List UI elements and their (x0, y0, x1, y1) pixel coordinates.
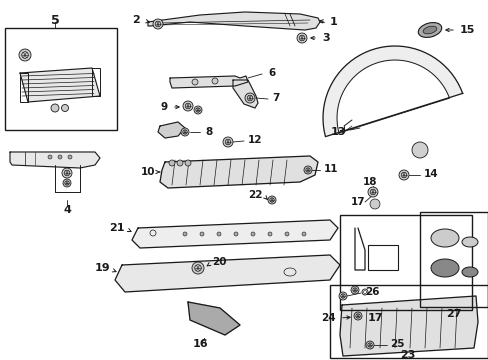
Circle shape (192, 262, 203, 274)
Ellipse shape (461, 267, 477, 277)
Bar (329, 285, 487, 358)
Polygon shape (10, 152, 100, 168)
Polygon shape (339, 296, 477, 356)
Circle shape (192, 79, 198, 85)
Circle shape (177, 160, 183, 166)
Circle shape (398, 170, 408, 180)
Text: 9: 9 (161, 102, 168, 112)
Circle shape (194, 106, 202, 114)
Circle shape (250, 232, 254, 236)
Bar (419, 212, 487, 307)
Circle shape (183, 101, 193, 111)
Text: 5: 5 (51, 13, 59, 27)
Circle shape (217, 232, 221, 236)
Bar (92, 68, 100, 96)
Ellipse shape (430, 229, 458, 247)
Text: 8: 8 (204, 127, 212, 137)
Circle shape (63, 179, 71, 187)
Text: 26: 26 (364, 287, 379, 297)
Circle shape (353, 312, 361, 320)
Circle shape (200, 232, 203, 236)
Text: 19: 19 (94, 263, 110, 273)
Circle shape (369, 199, 379, 209)
Circle shape (363, 291, 366, 293)
Circle shape (365, 341, 373, 349)
Bar (20, 73, 28, 102)
Text: 16: 16 (192, 339, 207, 349)
Circle shape (267, 196, 275, 204)
Circle shape (223, 137, 232, 147)
Text: 21: 21 (109, 223, 125, 233)
Circle shape (361, 289, 367, 295)
Circle shape (183, 232, 186, 236)
Circle shape (62, 168, 72, 178)
Text: 2: 2 (132, 15, 140, 25)
Polygon shape (170, 76, 247, 88)
Circle shape (304, 166, 311, 174)
Ellipse shape (461, 237, 477, 247)
Circle shape (48, 155, 52, 159)
Text: 11: 11 (324, 164, 338, 174)
Text: 18: 18 (362, 177, 376, 187)
Text: 6: 6 (267, 68, 275, 78)
Circle shape (267, 232, 271, 236)
Circle shape (244, 93, 254, 103)
Polygon shape (115, 255, 339, 292)
Bar (5, 28, 117, 130)
Circle shape (411, 142, 427, 158)
Text: 7: 7 (271, 93, 279, 103)
Circle shape (350, 286, 358, 294)
Polygon shape (148, 12, 319, 30)
Text: 4: 4 (63, 205, 71, 215)
Text: 12: 12 (247, 135, 262, 145)
Text: 24: 24 (321, 313, 335, 323)
Ellipse shape (422, 26, 436, 34)
Circle shape (169, 160, 175, 166)
Text: 22: 22 (248, 190, 263, 200)
Polygon shape (323, 46, 462, 137)
Circle shape (19, 49, 31, 61)
Text: 1: 1 (329, 17, 337, 27)
Circle shape (338, 292, 346, 300)
Circle shape (367, 187, 377, 197)
Text: 20: 20 (212, 257, 226, 267)
Text: 25: 25 (389, 339, 404, 349)
Text: 23: 23 (400, 350, 415, 360)
Polygon shape (160, 156, 317, 188)
Polygon shape (158, 122, 184, 138)
Ellipse shape (417, 23, 441, 37)
Circle shape (68, 155, 72, 159)
Text: 27: 27 (446, 309, 461, 319)
Text: 15: 15 (459, 25, 474, 35)
Text: 13: 13 (330, 127, 346, 137)
Circle shape (153, 19, 163, 29)
Text: 10: 10 (140, 167, 155, 177)
Polygon shape (232, 80, 258, 108)
Ellipse shape (430, 259, 458, 277)
Bar (367, 245, 397, 270)
Circle shape (285, 232, 288, 236)
Polygon shape (20, 68, 100, 102)
Text: 17: 17 (366, 313, 382, 323)
Circle shape (212, 78, 218, 84)
Circle shape (184, 160, 191, 166)
Text: 17: 17 (350, 197, 365, 207)
Polygon shape (187, 302, 240, 335)
Circle shape (61, 104, 68, 112)
Circle shape (302, 232, 305, 236)
Bar (339, 215, 471, 310)
Text: 3: 3 (321, 33, 329, 43)
Circle shape (51, 104, 59, 112)
Circle shape (296, 33, 306, 43)
Polygon shape (132, 220, 337, 248)
Text: 14: 14 (423, 169, 438, 179)
Circle shape (58, 155, 62, 159)
Circle shape (234, 232, 238, 236)
Circle shape (181, 128, 189, 136)
